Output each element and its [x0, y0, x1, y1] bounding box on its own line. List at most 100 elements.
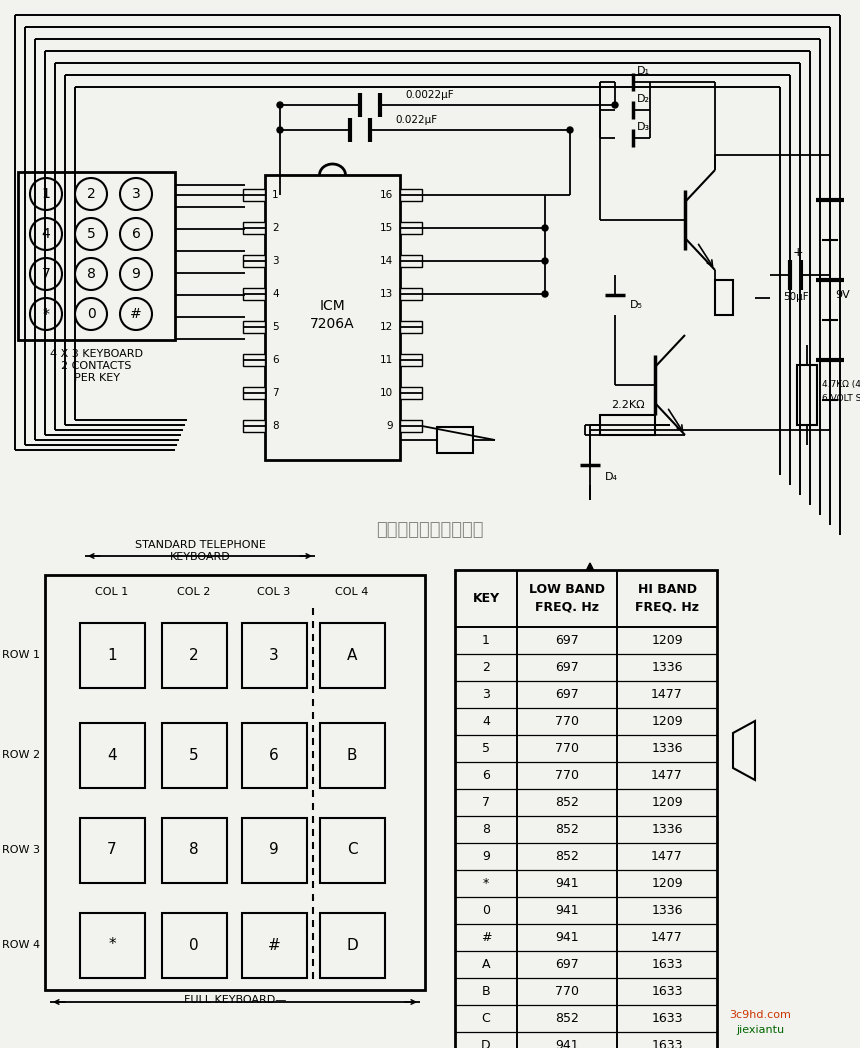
Text: 941: 941 [556, 1039, 579, 1048]
Text: STANDARD TELEPHONE: STANDARD TELEPHONE [134, 540, 266, 550]
Text: 50μF: 50μF [783, 292, 808, 302]
Text: 6: 6 [269, 747, 279, 763]
Text: 941: 941 [556, 904, 579, 917]
Polygon shape [615, 901, 633, 919]
Text: A: A [347, 648, 357, 662]
Bar [243, 255, 265, 267]
Bar [79, 623, 144, 687]
Bar [79, 817, 144, 882]
Text: 1: 1 [272, 190, 279, 200]
Text: C: C [482, 1012, 490, 1025]
Text: 5: 5 [272, 322, 279, 332]
Bar [162, 817, 226, 882]
Text: 1633: 1633 [651, 958, 683, 971]
Text: ROW 3: ROW 3 [2, 845, 40, 855]
Text: 1477: 1477 [651, 850, 683, 863]
Text: 697: 697 [555, 958, 579, 971]
Circle shape [567, 127, 573, 133]
Text: *: * [42, 307, 50, 321]
Text: COL 1: COL 1 [95, 587, 129, 597]
Bar [162, 623, 226, 687]
Text: 1336: 1336 [651, 904, 683, 917]
Bar [715, 280, 733, 315]
Text: 1633: 1633 [651, 985, 683, 998]
Text: 1477: 1477 [651, 687, 683, 701]
Bar [400, 420, 422, 432]
Text: 5: 5 [87, 227, 95, 241]
Text: 9: 9 [269, 843, 279, 857]
Bar [400, 387, 422, 399]
Text: 2 CONTACTS: 2 CONTACTS [61, 361, 132, 371]
Text: 941: 941 [556, 877, 579, 890]
Text: 1633: 1633 [651, 1012, 683, 1025]
Text: 770: 770 [555, 769, 579, 782]
Text: D₄: D₄ [605, 472, 618, 482]
Text: 1633: 1633 [651, 1039, 683, 1048]
Text: 9: 9 [482, 850, 490, 863]
Bar [320, 623, 384, 687]
Text: 1477: 1477 [651, 769, 683, 782]
Text: jiexiantu: jiexiantu [736, 1025, 784, 1035]
Text: D₁: D₁ [637, 66, 650, 77]
Bar [243, 354, 265, 366]
Text: 9: 9 [386, 421, 393, 431]
Text: 1: 1 [108, 648, 117, 662]
Text: 6: 6 [482, 769, 490, 782]
Text: 6 VOLT SUPPLY): 6 VOLT SUPPLY) [822, 393, 860, 402]
Text: 8: 8 [272, 421, 279, 431]
Text: 3: 3 [482, 687, 490, 701]
Text: 770: 770 [555, 742, 579, 755]
Text: *: * [482, 877, 489, 890]
Bar [400, 354, 422, 366]
Text: 1209: 1209 [651, 877, 683, 890]
Text: 3: 3 [272, 256, 279, 266]
Text: 14: 14 [380, 256, 393, 266]
Text: #: # [130, 307, 142, 321]
Text: 13: 13 [380, 289, 393, 299]
Text: 8: 8 [482, 823, 490, 836]
Text: 1: 1 [41, 187, 51, 201]
Polygon shape [615, 929, 633, 947]
Text: B: B [347, 747, 357, 763]
Text: 697: 697 [555, 661, 579, 674]
Text: LOW BAND: LOW BAND [529, 583, 605, 596]
Bar [243, 387, 265, 399]
Text: 1477: 1477 [651, 931, 683, 944]
Text: 5: 5 [482, 742, 490, 755]
Text: 0: 0 [87, 307, 95, 321]
Text: ROW 1: ROW 1 [2, 650, 40, 660]
Bar [400, 222, 422, 234]
Text: A: A [482, 958, 490, 971]
Bar [400, 255, 422, 267]
Text: COL 2: COL 2 [177, 587, 211, 597]
Text: 11: 11 [380, 355, 393, 365]
Text: +: + [793, 246, 803, 260]
Bar [243, 189, 265, 201]
Text: 697: 697 [555, 687, 579, 701]
Text: 杭州将睿科技有限公司: 杭州将睿科技有限公司 [377, 521, 483, 539]
Bar [455, 570, 717, 1048]
Bar [437, 427, 473, 453]
Bar [400, 321, 422, 333]
Text: FREQ. Hz: FREQ. Hz [535, 601, 599, 614]
Text: 2: 2 [189, 648, 199, 662]
Text: D₂: D₂ [637, 94, 650, 104]
Text: 9V: 9V [835, 290, 850, 300]
Text: FREQ. Hz: FREQ. Hz [635, 601, 699, 614]
Polygon shape [615, 957, 633, 975]
Text: 7: 7 [108, 843, 117, 857]
Text: 697: 697 [555, 634, 579, 647]
Text: 1209: 1209 [651, 796, 683, 809]
Bar [243, 222, 265, 234]
Text: 9: 9 [132, 267, 140, 281]
Text: 4 X 3 KEYBOARD: 4 X 3 KEYBOARD [50, 349, 143, 359]
Polygon shape [580, 563, 600, 583]
Text: 12: 12 [380, 322, 393, 332]
Text: 0.0022μF: 0.0022μF [405, 90, 453, 100]
Text: FULL KEYBOARD—: FULL KEYBOARD— [184, 995, 286, 1005]
Bar [400, 288, 422, 300]
Text: D: D [346, 938, 358, 953]
Text: B: B [482, 985, 490, 998]
Text: 3: 3 [132, 187, 140, 201]
Text: 3c9hd.com: 3c9hd.com [729, 1010, 791, 1020]
